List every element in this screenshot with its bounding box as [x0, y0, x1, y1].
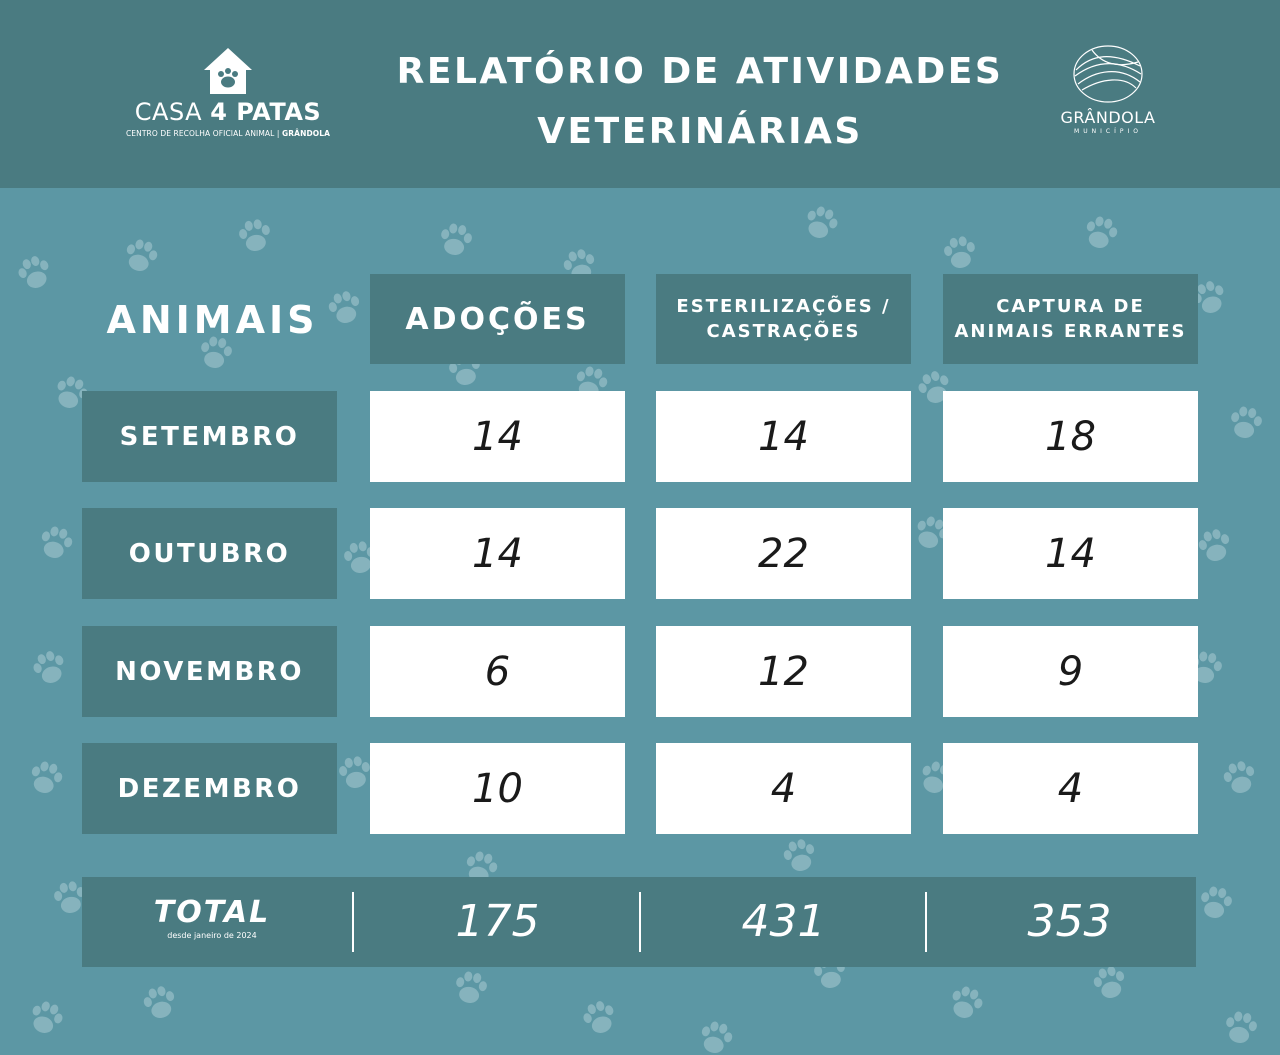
grandola-municipality-logo: GRÂNDOLA MUNICÍPIO [1050, 44, 1166, 135]
total-since-note: desde janeiro de 2024 [167, 931, 257, 940]
row-header-outubro: OUTUBRO [82, 508, 337, 599]
brand-subtitle: CENTRO DE RECOLHA OFICIAL ANIMAL | GRÂND… [125, 129, 331, 138]
title-line-2: VETERINÁRIAS [537, 111, 863, 152]
paw-print-icon [18, 256, 49, 288]
paw-print-icon [239, 219, 270, 251]
total-captura: 353 [1027, 895, 1112, 947]
municipality-name: GRÂNDOLA [1060, 108, 1156, 127]
header: CASA 4 PATAS CENTRO DE RECOLHA OFICIAL A… [0, 0, 1280, 188]
paw-print-icon [944, 236, 975, 268]
total-divider [639, 892, 641, 952]
column-header-captura: CAPTURA DE ANIMAIS ERRANTES [943, 274, 1198, 364]
paw-print-icon [1193, 281, 1224, 313]
paw-print-icon [441, 223, 472, 255]
value-dezembro-captura: 4 [943, 743, 1198, 834]
paw-print-icon [917, 516, 948, 548]
value-novembro-adocoes: 6 [370, 626, 625, 717]
paw-print-icon [201, 336, 232, 368]
paw-print-icon [456, 971, 487, 1003]
paw-print-icon [1093, 966, 1125, 998]
table-corner-label: ANIMAIS [106, 298, 319, 342]
value-novembro-esterilizacoes: 12 [656, 626, 911, 717]
house-paw-icon [204, 48, 252, 94]
value-outubro-captura: 14 [943, 508, 1198, 599]
casa-4-patas-logo: CASA 4 PATAS CENTRO DE RECOLHA OFICIAL A… [118, 46, 338, 146]
paw-print-icon [1223, 761, 1255, 793]
paw-print-icon [33, 651, 64, 683]
paw-print-icon [126, 239, 158, 271]
value-dezembro-adocoes: 10 [370, 743, 625, 834]
total-title: TOTAL [153, 895, 271, 930]
total-divider [352, 892, 354, 952]
value-setembro-captura: 18 [943, 391, 1198, 482]
total-bar: TOTAL desde janeiro de 2024 175 431 353 [82, 877, 1196, 967]
column-header-adocoes: ADOÇÕES [370, 274, 625, 364]
value-dezembro-esterilizacoes: 4 [656, 743, 911, 834]
paw-print-icon [339, 756, 370, 788]
paw-print-icon [31, 761, 63, 793]
paw-print-icon [583, 1001, 614, 1033]
paw-print-icon [1086, 216, 1118, 248]
row-header-novembro: NOVEMBRO [82, 626, 337, 717]
paw-print-icon [807, 206, 838, 238]
paw-print-icon [328, 291, 360, 323]
paw-print-icon [952, 986, 983, 1018]
paw-print-icon [918, 371, 949, 403]
value-outubro-adocoes: 14 [370, 508, 625, 599]
value-outubro-esterilizacoes: 22 [656, 508, 911, 599]
paw-print-icon [701, 1021, 733, 1053]
paw-print-icon [143, 986, 175, 1018]
value-setembro-adocoes: 14 [370, 391, 625, 482]
paw-print-icon [783, 839, 815, 871]
page-title: RELATÓRIO DE ATIVIDADES VETERINÁRIAS [380, 42, 1020, 162]
paw-print-icon [32, 1001, 63, 1033]
total-label: TOTAL desde janeiro de 2024 [142, 895, 282, 940]
total-divider [925, 892, 927, 952]
paw-print-icon [1201, 886, 1232, 918]
total-esterilizacoes: 431 [741, 895, 826, 947]
column-header-esterilizacoes: ESTERILIZAÇÕES / CASTRAÇÕES [656, 274, 911, 364]
paw-print-icon [1198, 529, 1230, 561]
brand-name: CASA 4 PATAS [134, 98, 322, 126]
paw-print-icon [41, 526, 73, 558]
row-header-dezembro: DEZEMBRO [82, 743, 337, 834]
total-adocoes: 175 [455, 895, 540, 947]
municipality-subtitle: MUNICÍPIO [1074, 128, 1142, 135]
paw-print-icon [1231, 406, 1262, 438]
value-novembro-captura: 9 [943, 626, 1198, 717]
row-header-setembro: SETEMBRO [82, 391, 337, 482]
grandola-emblem-icon [1073, 45, 1143, 103]
paw-print-icon [344, 541, 375, 573]
paw-print-icon [1226, 1011, 1257, 1043]
value-setembro-esterilizacoes: 14 [656, 391, 911, 482]
title-line-1: RELATÓRIO DE ATIVIDADES [396, 51, 1004, 92]
